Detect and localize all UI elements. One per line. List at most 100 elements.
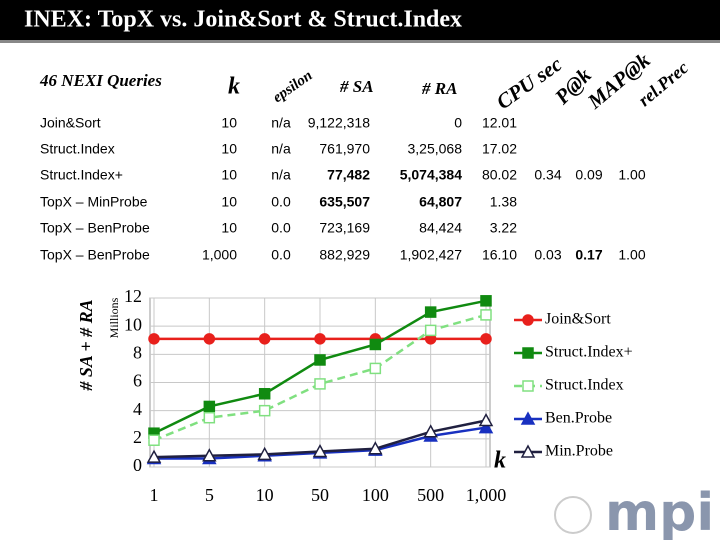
marker bbox=[203, 411, 216, 424]
y-tick-label: 2 bbox=[133, 427, 142, 447]
y-axis-label: # SA + # RA bbox=[76, 299, 96, 391]
table-cell: 0 bbox=[454, 115, 462, 131]
legend-label: Ben.Probe bbox=[545, 410, 612, 427]
table-cell: 723,169 bbox=[319, 220, 370, 236]
marker bbox=[423, 424, 438, 438]
table-cell: n/a bbox=[271, 167, 291, 183]
table-cell: 0.03 bbox=[534, 247, 561, 263]
x-tick-label: 1,000 bbox=[466, 485, 507, 505]
table-cell: 12.01 bbox=[482, 115, 517, 131]
row-label: Join&Sort bbox=[40, 115, 101, 131]
y-tick-label: 4 bbox=[133, 399, 142, 419]
table-cell: n/a bbox=[271, 115, 291, 131]
marker bbox=[369, 338, 382, 351]
marker bbox=[146, 449, 162, 463]
table-cell: 0.0 bbox=[271, 247, 291, 263]
marker bbox=[257, 446, 272, 461]
x-tick-label: 1 bbox=[150, 485, 159, 505]
column-header: # RA bbox=[421, 79, 457, 98]
row-label: Struct.Index+ bbox=[40, 167, 123, 183]
table-cell: 17.02 bbox=[482, 141, 517, 157]
table-cell: 77,482 bbox=[327, 167, 370, 183]
x-tick-label: 5 bbox=[205, 485, 214, 505]
table-cell: 761,970 bbox=[319, 141, 370, 157]
x-axis-label: k bbox=[494, 448, 506, 474]
legend-label: Min.Probe bbox=[545, 443, 613, 460]
table-cell: 5,074,384 bbox=[400, 167, 462, 183]
legend-marker bbox=[522, 314, 534, 326]
marker bbox=[258, 388, 271, 400]
marker bbox=[478, 412, 494, 427]
row-label: Struct.Index bbox=[40, 141, 115, 157]
marker bbox=[258, 333, 271, 345]
column-header: k bbox=[228, 74, 240, 100]
x-tick-label: 10 bbox=[256, 485, 274, 505]
table-cell: 3,25,068 bbox=[408, 141, 463, 157]
table-cell: 16.10 bbox=[482, 247, 517, 263]
marker bbox=[478, 420, 494, 434]
marker bbox=[203, 400, 216, 413]
column-header: # SA bbox=[339, 77, 374, 96]
table-cell: 635,507 bbox=[319, 194, 370, 210]
table-cell: 1.38 bbox=[490, 194, 517, 210]
x-tick-label: 50 bbox=[311, 485, 329, 505]
table-cell: 64,807 bbox=[419, 194, 462, 210]
table-cell: 0.17 bbox=[575, 247, 602, 263]
y-tick-label: 12 bbox=[124, 286, 142, 306]
table-cell: 0.34 bbox=[534, 167, 561, 183]
table-cell: 80.02 bbox=[482, 167, 517, 183]
table-cell: 10 bbox=[221, 194, 237, 210]
table-cell: 10 bbox=[221, 141, 237, 157]
table-cell: 9,122,318 bbox=[308, 115, 370, 131]
marker bbox=[202, 448, 217, 462]
y-tick-label: 0 bbox=[133, 455, 142, 475]
table-cell: 0.0 bbox=[271, 194, 291, 210]
marker bbox=[148, 333, 160, 345]
seal bbox=[554, 496, 592, 534]
slide-title: INEX: TopX vs. Join&Sort & Struct.Index bbox=[24, 7, 462, 33]
logo-text: mpi bbox=[605, 483, 714, 540]
table-cell: 84,424 bbox=[419, 220, 462, 236]
marker bbox=[314, 378, 326, 390]
table-cell: 1.00 bbox=[618, 167, 645, 183]
marker bbox=[369, 362, 382, 375]
y-tick-label: 10 bbox=[124, 314, 142, 334]
x-tick-label: 500 bbox=[417, 485, 444, 505]
table-cell: 10 bbox=[221, 220, 237, 236]
legend-label: Join&Sort bbox=[545, 311, 611, 328]
column-header: epsilon bbox=[270, 68, 315, 106]
table-cell: 3.22 bbox=[490, 220, 517, 236]
table-cell: 1,902,427 bbox=[400, 247, 462, 263]
legend-marker bbox=[522, 347, 534, 359]
marker bbox=[368, 441, 383, 455]
legend-label: Struct.Index+ bbox=[545, 344, 633, 361]
row-label: TopX – BenProbe bbox=[40, 220, 150, 236]
row-label: TopX – BenProbe bbox=[40, 247, 150, 263]
marker bbox=[480, 295, 492, 307]
legend-marker bbox=[520, 411, 536, 425]
legend-marker bbox=[520, 444, 536, 458]
row-label: TopX – MinProbe bbox=[40, 194, 148, 210]
y-axis-unit: Millions bbox=[107, 297, 121, 338]
marker bbox=[424, 306, 437, 318]
column-header: 46 NEXI Queries bbox=[39, 71, 162, 90]
title-bar bbox=[0, 0, 720, 40]
table-cell: 0.0 bbox=[271, 220, 291, 236]
y-tick-label: 8 bbox=[133, 342, 142, 362]
marker bbox=[312, 443, 328, 458]
marker bbox=[480, 333, 492, 345]
marker bbox=[480, 309, 492, 321]
marker bbox=[314, 333, 326, 345]
legend-label: Struct.Index bbox=[545, 377, 624, 394]
marker bbox=[258, 404, 271, 417]
marker bbox=[148, 434, 160, 446]
legend-marker bbox=[522, 380, 534, 392]
table-cell: 10 bbox=[221, 167, 237, 183]
column-header: CPU sec bbox=[492, 52, 567, 115]
logo: mpi bbox=[554, 483, 714, 540]
table-cell: n/a bbox=[271, 141, 291, 157]
title-rule bbox=[0, 40, 720, 43]
marker bbox=[424, 324, 437, 337]
y-tick-label: 6 bbox=[133, 371, 142, 391]
